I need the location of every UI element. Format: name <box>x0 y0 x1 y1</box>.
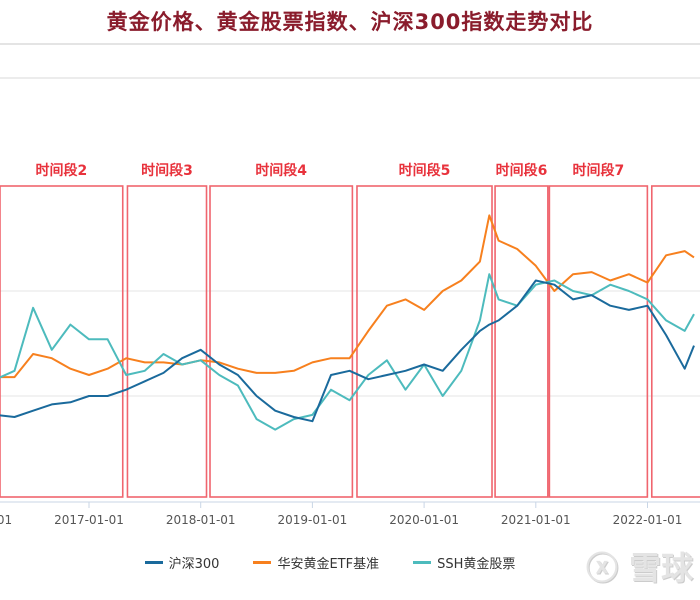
series-line-2 <box>0 273 695 431</box>
period-box <box>356 185 493 498</box>
period-box <box>126 185 208 498</box>
legend-label: SSH黄金股票 <box>437 557 516 572</box>
period-box <box>0 185 124 498</box>
period-label: 时间段4 <box>255 162 307 179</box>
x-tick-label: 2018-01-01 <box>166 513 236 527</box>
x-tick-label: 2019-01-01 <box>278 513 348 527</box>
chart-title: 黄金价格、黄金股票指数、沪深300指数走势对比 <box>106 10 594 34</box>
period-box <box>494 185 549 498</box>
legend: 沪深300 华安黄金ETF基准 SSH黄金股票 <box>0 553 700 572</box>
legend-swatch <box>144 561 163 564</box>
period-label: 时间段6 <box>496 162 548 179</box>
x-tick-label: 2016-01-01 <box>0 513 12 527</box>
legend-swatch <box>253 561 272 564</box>
legend-label: 华安黄金ETF基准 <box>277 557 380 572</box>
x-tick-label: 2017-01-01 <box>54 513 124 527</box>
x-tick-label: 2020-01-01 <box>389 513 459 527</box>
series-line-0 <box>0 279 695 423</box>
legend-item-hs300[interactable]: 沪深300 <box>144 553 220 572</box>
legend-item-ssh-gold[interactable]: SSH黄金股票 <box>413 553 515 572</box>
period-box <box>209 185 354 498</box>
period-label: 时间段5 <box>399 162 451 179</box>
legend-item-gold-etf[interactable]: 华安黄金ETF基准 <box>253 553 379 572</box>
legend-label: 沪深300 <box>168 557 220 572</box>
period-label: 时间段7 <box>573 162 625 179</box>
x-tick-label: 2021-01-01 <box>501 513 571 527</box>
period-label: 时间段2 <box>35 162 87 179</box>
period-box <box>548 185 649 498</box>
period-label: 时间段3 <box>141 162 193 179</box>
legend-swatch <box>413 561 432 564</box>
series-line-1 <box>0 214 695 379</box>
period-box <box>650 185 700 498</box>
x-tick-label: 2022-01-01 <box>613 513 683 527</box>
watermark-logo: ⓧ 雪球 <box>586 549 694 587</box>
